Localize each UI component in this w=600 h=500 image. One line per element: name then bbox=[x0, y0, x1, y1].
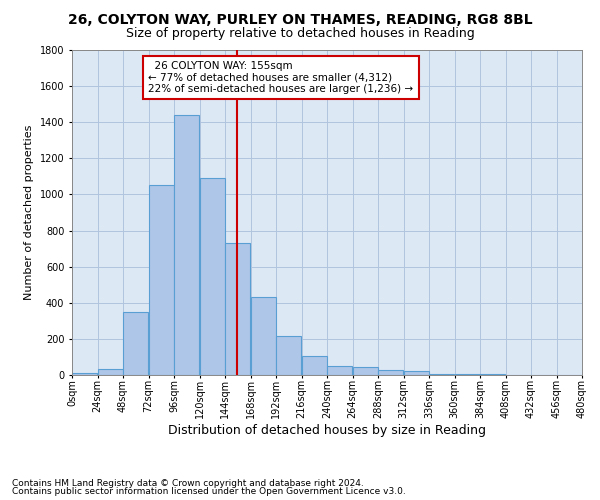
Bar bbox=[72, 373, 97, 375]
Bar bbox=[327, 366, 352, 375]
Bar bbox=[302, 356, 327, 375]
Text: Contains public sector information licensed under the Open Government Licence v3: Contains public sector information licen… bbox=[12, 487, 406, 496]
Text: Size of property relative to detached houses in Reading: Size of property relative to detached ho… bbox=[125, 28, 475, 40]
Bar bbox=[251, 298, 276, 375]
Bar bbox=[455, 374, 480, 375]
Bar bbox=[225, 243, 250, 375]
Bar bbox=[123, 312, 148, 375]
Y-axis label: Number of detached properties: Number of detached properties bbox=[24, 125, 34, 300]
Text: 26 COLYTON WAY: 155sqm  
← 77% of detached houses are smaller (4,312)
22% of sem: 26 COLYTON WAY: 155sqm ← 77% of detached… bbox=[149, 61, 413, 94]
Bar bbox=[429, 374, 454, 375]
X-axis label: Distribution of detached houses by size in Reading: Distribution of detached houses by size … bbox=[168, 424, 486, 437]
Bar bbox=[480, 374, 505, 375]
Bar bbox=[174, 115, 199, 375]
Bar bbox=[149, 186, 174, 375]
Text: 26, COLYTON WAY, PURLEY ON THAMES, READING, RG8 8BL: 26, COLYTON WAY, PURLEY ON THAMES, READI… bbox=[68, 12, 532, 26]
Bar bbox=[378, 370, 403, 375]
Bar bbox=[98, 368, 123, 375]
Bar bbox=[353, 367, 378, 375]
Bar bbox=[404, 372, 429, 375]
Bar bbox=[200, 178, 225, 375]
Text: Contains HM Land Registry data © Crown copyright and database right 2024.: Contains HM Land Registry data © Crown c… bbox=[12, 478, 364, 488]
Bar bbox=[276, 336, 301, 375]
